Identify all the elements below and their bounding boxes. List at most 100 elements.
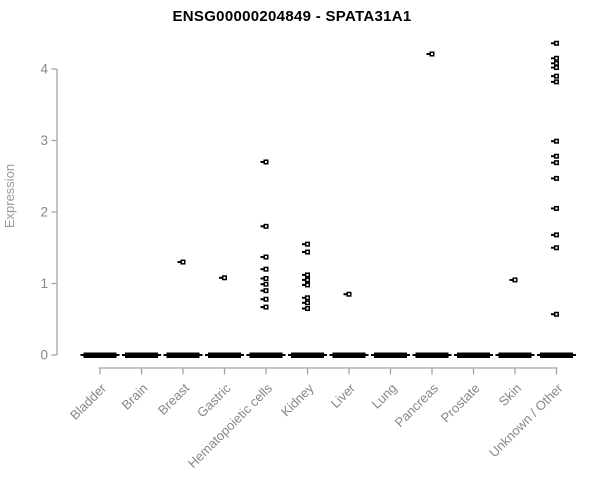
data-point — [551, 65, 559, 71]
data-point — [302, 272, 310, 278]
point-left-dash — [551, 62, 554, 65]
data-point — [260, 266, 269, 272]
zero-cluster-bar — [415, 352, 449, 358]
point-left-dash — [343, 293, 347, 296]
point-hole — [514, 278, 516, 281]
data-point — [551, 55, 559, 61]
point-left-dash — [551, 177, 554, 180]
data-point — [551, 232, 559, 238]
data-point — [260, 296, 269, 302]
x-tick-label: Brain — [119, 381, 151, 413]
point-hole — [555, 246, 558, 249]
zero-cluster-bar — [125, 352, 158, 358]
point-left-dash — [177, 261, 181, 264]
point-left-dash — [302, 243, 305, 246]
point-hole — [265, 225, 267, 228]
data-point — [302, 300, 310, 306]
data-point — [551, 153, 559, 159]
data-point — [551, 205, 559, 211]
point-hole — [555, 161, 558, 164]
point-left-dash — [551, 66, 554, 69]
data-point — [509, 277, 518, 283]
point-left-dash — [260, 256, 264, 259]
data-point — [343, 291, 352, 297]
point-left-dash — [551, 140, 554, 143]
point-hole — [306, 243, 309, 246]
zero-cluster-bar — [540, 352, 573, 358]
point-hole — [555, 80, 558, 83]
point-hole — [306, 283, 309, 286]
zero-cluster-bar — [83, 352, 117, 358]
point-left-dash — [302, 307, 305, 310]
point-hole — [555, 62, 558, 65]
data-point — [260, 275, 269, 281]
point-hole — [555, 140, 558, 143]
point-hole — [431, 52, 433, 55]
point-hole — [306, 273, 309, 276]
zero-cluster-bar — [249, 352, 283, 358]
data-point — [177, 259, 186, 265]
x-tick-label: Liver — [328, 380, 359, 411]
point-left-dash — [219, 276, 222, 279]
y-tick-label: 4 — [40, 62, 48, 77]
point-left-dash — [551, 80, 554, 83]
point-hole — [306, 296, 309, 299]
point-left-dash — [260, 298, 264, 301]
data-point — [302, 249, 310, 255]
data-point — [260, 254, 269, 260]
data-point — [551, 138, 559, 144]
point-hole — [348, 293, 350, 296]
point-left-dash — [551, 233, 554, 236]
point-hole — [306, 307, 309, 310]
data-point — [551, 160, 559, 166]
y-tick-label: 3 — [40, 133, 48, 148]
data-point — [551, 60, 559, 66]
zero-clusters — [80, 352, 576, 358]
point-hole — [265, 306, 267, 309]
data-points — [177, 40, 559, 317]
point-left-dash — [260, 289, 264, 292]
x-tick-label: Gastric — [194, 380, 234, 420]
data-point — [302, 295, 310, 301]
point-left-dash — [551, 313, 554, 316]
point-left-dash — [260, 306, 264, 309]
y-tick-label: 0 — [40, 348, 48, 363]
x-tick-label: Skin — [496, 381, 524, 409]
point-hole — [555, 155, 558, 158]
chart-title: ENSG00000204849 - SPATA31A1 — [172, 8, 411, 25]
point-hole — [555, 66, 558, 69]
point-hole — [265, 298, 267, 301]
point-left-dash — [551, 42, 554, 45]
x-tick-label: Unknown / Other — [486, 380, 566, 460]
point-hole — [555, 207, 558, 210]
point-hole — [555, 177, 558, 180]
zero-cluster-bar — [498, 352, 532, 358]
data-point — [551, 40, 559, 46]
data-point — [551, 73, 559, 79]
point-left-dash — [302, 296, 305, 299]
data-point — [551, 79, 559, 85]
point-hole — [265, 268, 267, 271]
point-hole — [555, 42, 558, 45]
point-hole — [306, 301, 309, 304]
point-hole — [555, 313, 558, 316]
point-hole — [555, 75, 558, 78]
point-hole — [265, 160, 267, 163]
data-point — [551, 245, 559, 251]
zero-cluster-bar — [374, 352, 407, 358]
y-axis-title: Expression — [2, 164, 17, 228]
y-tick-label: 2 — [40, 205, 48, 220]
point-left-dash — [551, 161, 554, 164]
point-left-dash — [426, 52, 430, 55]
point-left-dash — [260, 160, 264, 163]
point-left-dash — [302, 278, 305, 281]
point-hole — [306, 278, 309, 281]
x-tick-label: Pancreas — [392, 380, 442, 430]
x-tick-label: Lung — [369, 381, 400, 412]
point-hole — [223, 276, 226, 279]
zero-cluster-bar — [332, 352, 366, 358]
data-point — [260, 288, 269, 294]
point-left-dash — [260, 277, 264, 280]
